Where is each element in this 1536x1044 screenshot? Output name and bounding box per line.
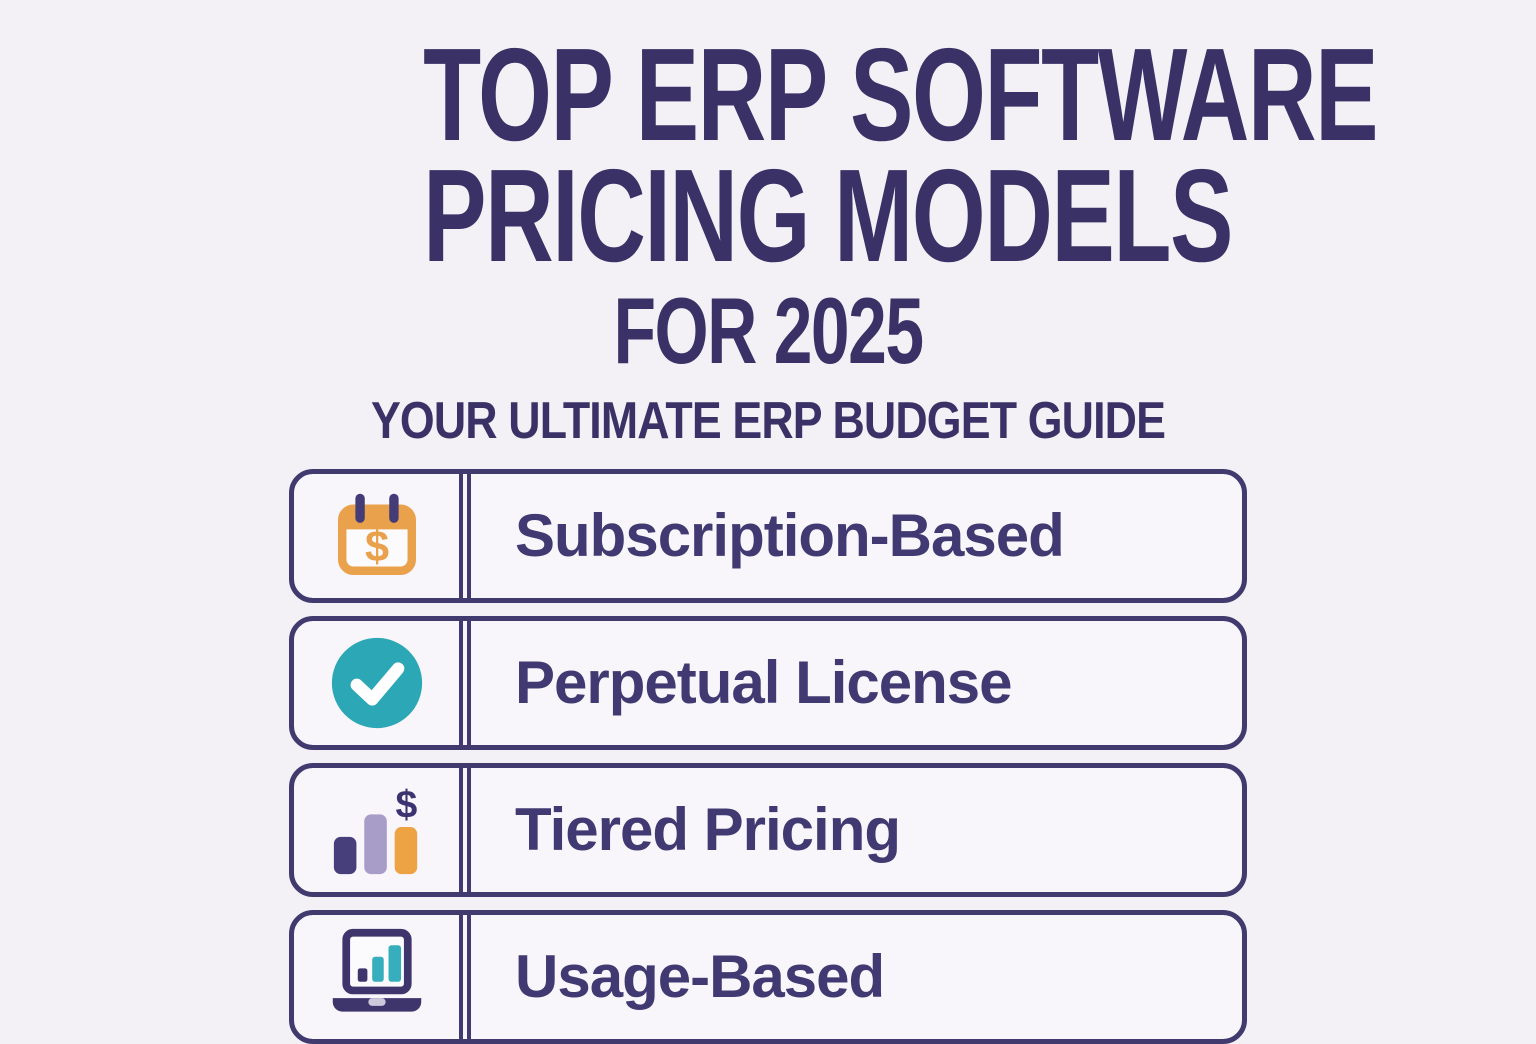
calendar-dollar-icon: $ [337, 493, 416, 575]
pricing-model-label: Subscription-Based [515, 502, 1065, 570]
icon-cell: $ [294, 768, 459, 892]
title-line-1: TOP ERP SOFTWARE [423, 21, 1378, 168]
icon-cell [294, 621, 459, 745]
laptop-chart-icon [332, 928, 421, 1012]
pricing-model-row-usage: Usage-Based [289, 909, 1247, 1044]
title-line-3: FOR 2025 [613, 277, 924, 383]
icon-cell [294, 915, 459, 1039]
pricing-model-row-tiered: $ Tiered Pricing [289, 762, 1247, 897]
cell-divider [459, 473, 471, 598]
label-cell: Tiered Pricing [471, 768, 1242, 892]
tagline: YOUR ULTIMATE ERP BUDGET GUIDE [370, 391, 1166, 450]
pricing-model-list: $ Subscription-Based Perpetual License [289, 468, 1247, 1044]
svg-text:$: $ [395, 783, 417, 826]
pricing-model-label: Usage-Based [515, 943, 885, 1011]
pricing-model-label: Tiered Pricing [515, 796, 901, 864]
pricing-model-row-perpetual: Perpetual License [289, 615, 1247, 750]
label-cell: Perpetual License [471, 621, 1242, 745]
check-circle-icon [331, 637, 422, 729]
svg-text:$: $ [364, 523, 388, 571]
icon-cell: $ [294, 474, 459, 598]
pricing-model-row-subscription: $ Subscription-Based [289, 468, 1247, 603]
title-line-2: PRICING MODELS [423, 142, 1233, 290]
page-title: TOP ERP SOFTWARE PRICING MODELS FOR 2025 [289, 21, 1378, 383]
cell-divider [459, 914, 471, 1039]
label-cell: Subscription-Based [471, 474, 1242, 598]
pricing-model-label: Perpetual License [515, 649, 1013, 717]
bar-chart-dollar-icon: $ [333, 783, 417, 875]
label-cell: Usage-Based [471, 915, 1242, 1039]
cell-divider [459, 767, 471, 892]
infographic-poster: TOP ERP SOFTWARE PRICING MODELS FOR 2025… [289, 0, 1379, 1044]
cell-divider [459, 620, 471, 745]
